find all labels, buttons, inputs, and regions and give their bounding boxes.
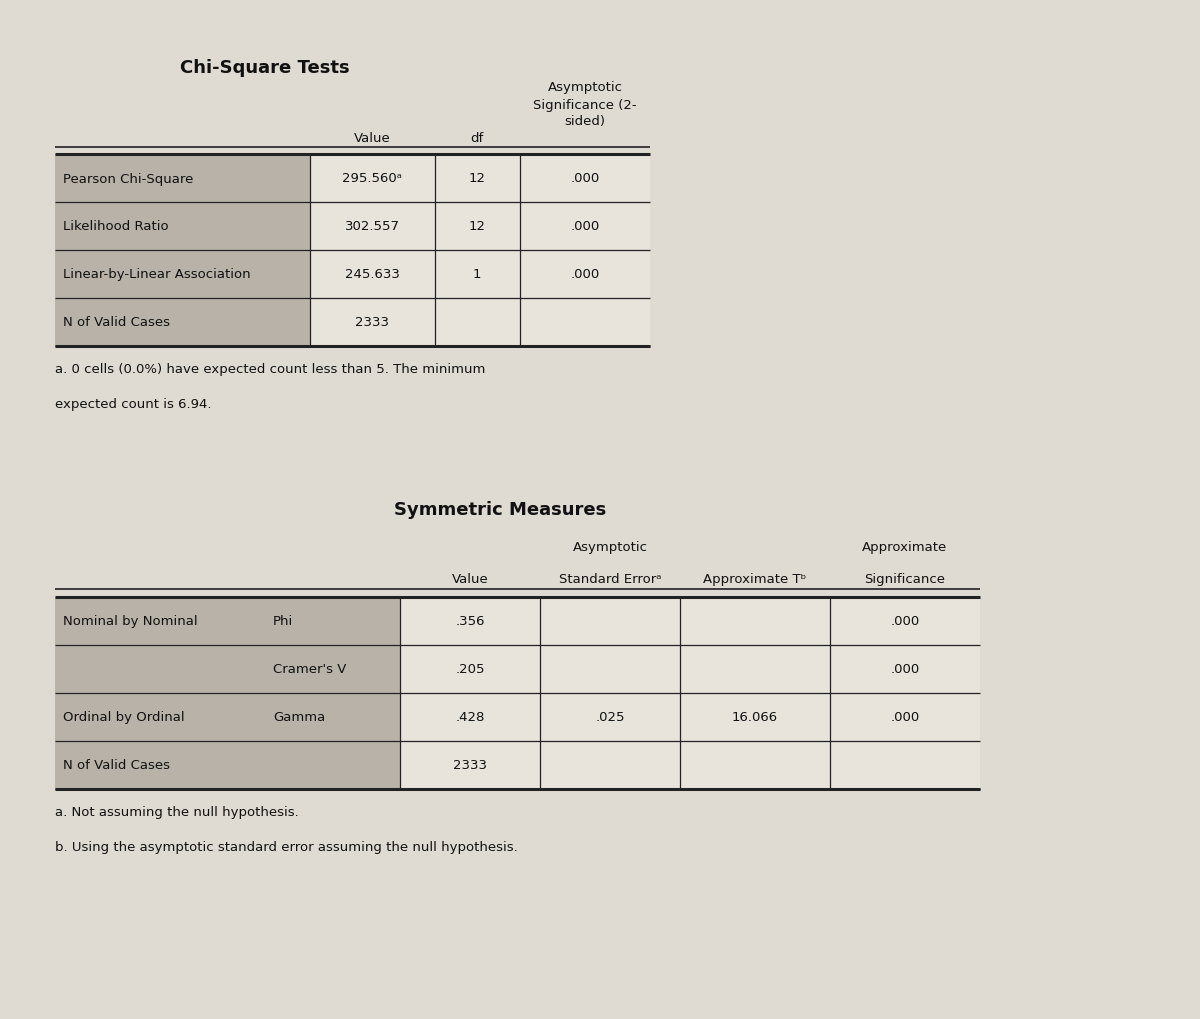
Text: Gamma: Gamma [274, 711, 325, 723]
Text: Likelihood Ratio: Likelihood Ratio [64, 220, 169, 233]
Text: .000: .000 [890, 614, 919, 628]
Text: .000: .000 [570, 268, 600, 281]
Text: expected count is 6.94.: expected count is 6.94. [55, 397, 211, 411]
Text: .000: .000 [570, 220, 600, 233]
Text: 12: 12 [468, 172, 486, 185]
Text: Chi-Square Tests: Chi-Square Tests [180, 59, 350, 76]
Bar [55, 645, 400, 693]
Bar [55, 741, 400, 790]
Bar [55, 251, 310, 299]
Text: .428: .428 [455, 711, 485, 723]
Text: 16.066: 16.066 [732, 711, 778, 723]
Text: .000: .000 [570, 172, 600, 185]
Text: Linear-by-Linear Association: Linear-by-Linear Association [64, 268, 251, 281]
Text: Nominal by Nominal: Nominal by Nominal [64, 614, 198, 628]
Text: 12: 12 [468, 220, 486, 233]
Text: .205: .205 [455, 662, 485, 676]
Text: Pearson Chi-Square: Pearson Chi-Square [64, 172, 193, 185]
Text: 2333: 2333 [355, 316, 389, 329]
Text: Asymptotic: Asymptotic [572, 541, 648, 554]
Bar [55, 299, 310, 346]
Bar [400, 597, 980, 645]
Text: 295.560ᵃ: 295.560ᵃ [342, 172, 402, 185]
Text: a. Not assuming the null hypothesis.: a. Not assuming the null hypothesis. [55, 805, 299, 818]
Text: Approximate: Approximate [863, 541, 948, 554]
Text: Cramer's V: Cramer's V [274, 662, 347, 676]
Text: .025: .025 [595, 711, 625, 723]
Text: 1: 1 [473, 268, 481, 281]
Bar [55, 693, 400, 741]
Text: 2333: 2333 [454, 759, 487, 771]
Text: Ordinal by Ordinal: Ordinal by Ordinal [64, 711, 185, 723]
Bar [310, 299, 650, 346]
Bar [55, 155, 310, 203]
Bar [310, 251, 650, 299]
Text: 245.633: 245.633 [344, 268, 400, 281]
Text: Approximate Tᵇ: Approximate Tᵇ [703, 573, 806, 586]
Text: .000: .000 [890, 662, 919, 676]
Text: N of Valid Cases: N of Valid Cases [64, 316, 170, 329]
Text: df: df [470, 131, 484, 145]
Text: Symmetric Measures: Symmetric Measures [394, 500, 606, 519]
Text: .000: .000 [890, 711, 919, 723]
Text: N of Valid Cases: N of Valid Cases [64, 759, 170, 771]
Text: Value: Value [451, 573, 488, 586]
Bar [400, 693, 980, 741]
Text: Significance: Significance [864, 573, 946, 586]
Bar [310, 155, 650, 203]
Bar [310, 203, 650, 251]
Bar [400, 645, 980, 693]
Text: a. 0 cells (0.0%) have expected count less than 5. The minimum: a. 0 cells (0.0%) have expected count le… [55, 363, 485, 376]
Text: 302.557: 302.557 [344, 220, 400, 233]
Text: Asymptotic: Asymptotic [547, 82, 623, 95]
Bar [400, 741, 980, 790]
Text: .356: .356 [455, 614, 485, 628]
Text: Value: Value [354, 131, 390, 145]
Text: Phi: Phi [274, 614, 293, 628]
Bar [55, 597, 400, 645]
Text: sided): sided) [564, 115, 606, 128]
Text: b. Using the asymptotic standard error assuming the null hypothesis.: b. Using the asymptotic standard error a… [55, 841, 517, 853]
Text: Standard Errorᵃ: Standard Errorᵃ [559, 573, 661, 586]
Text: Significance (2-: Significance (2- [533, 99, 637, 111]
Bar [55, 203, 310, 251]
